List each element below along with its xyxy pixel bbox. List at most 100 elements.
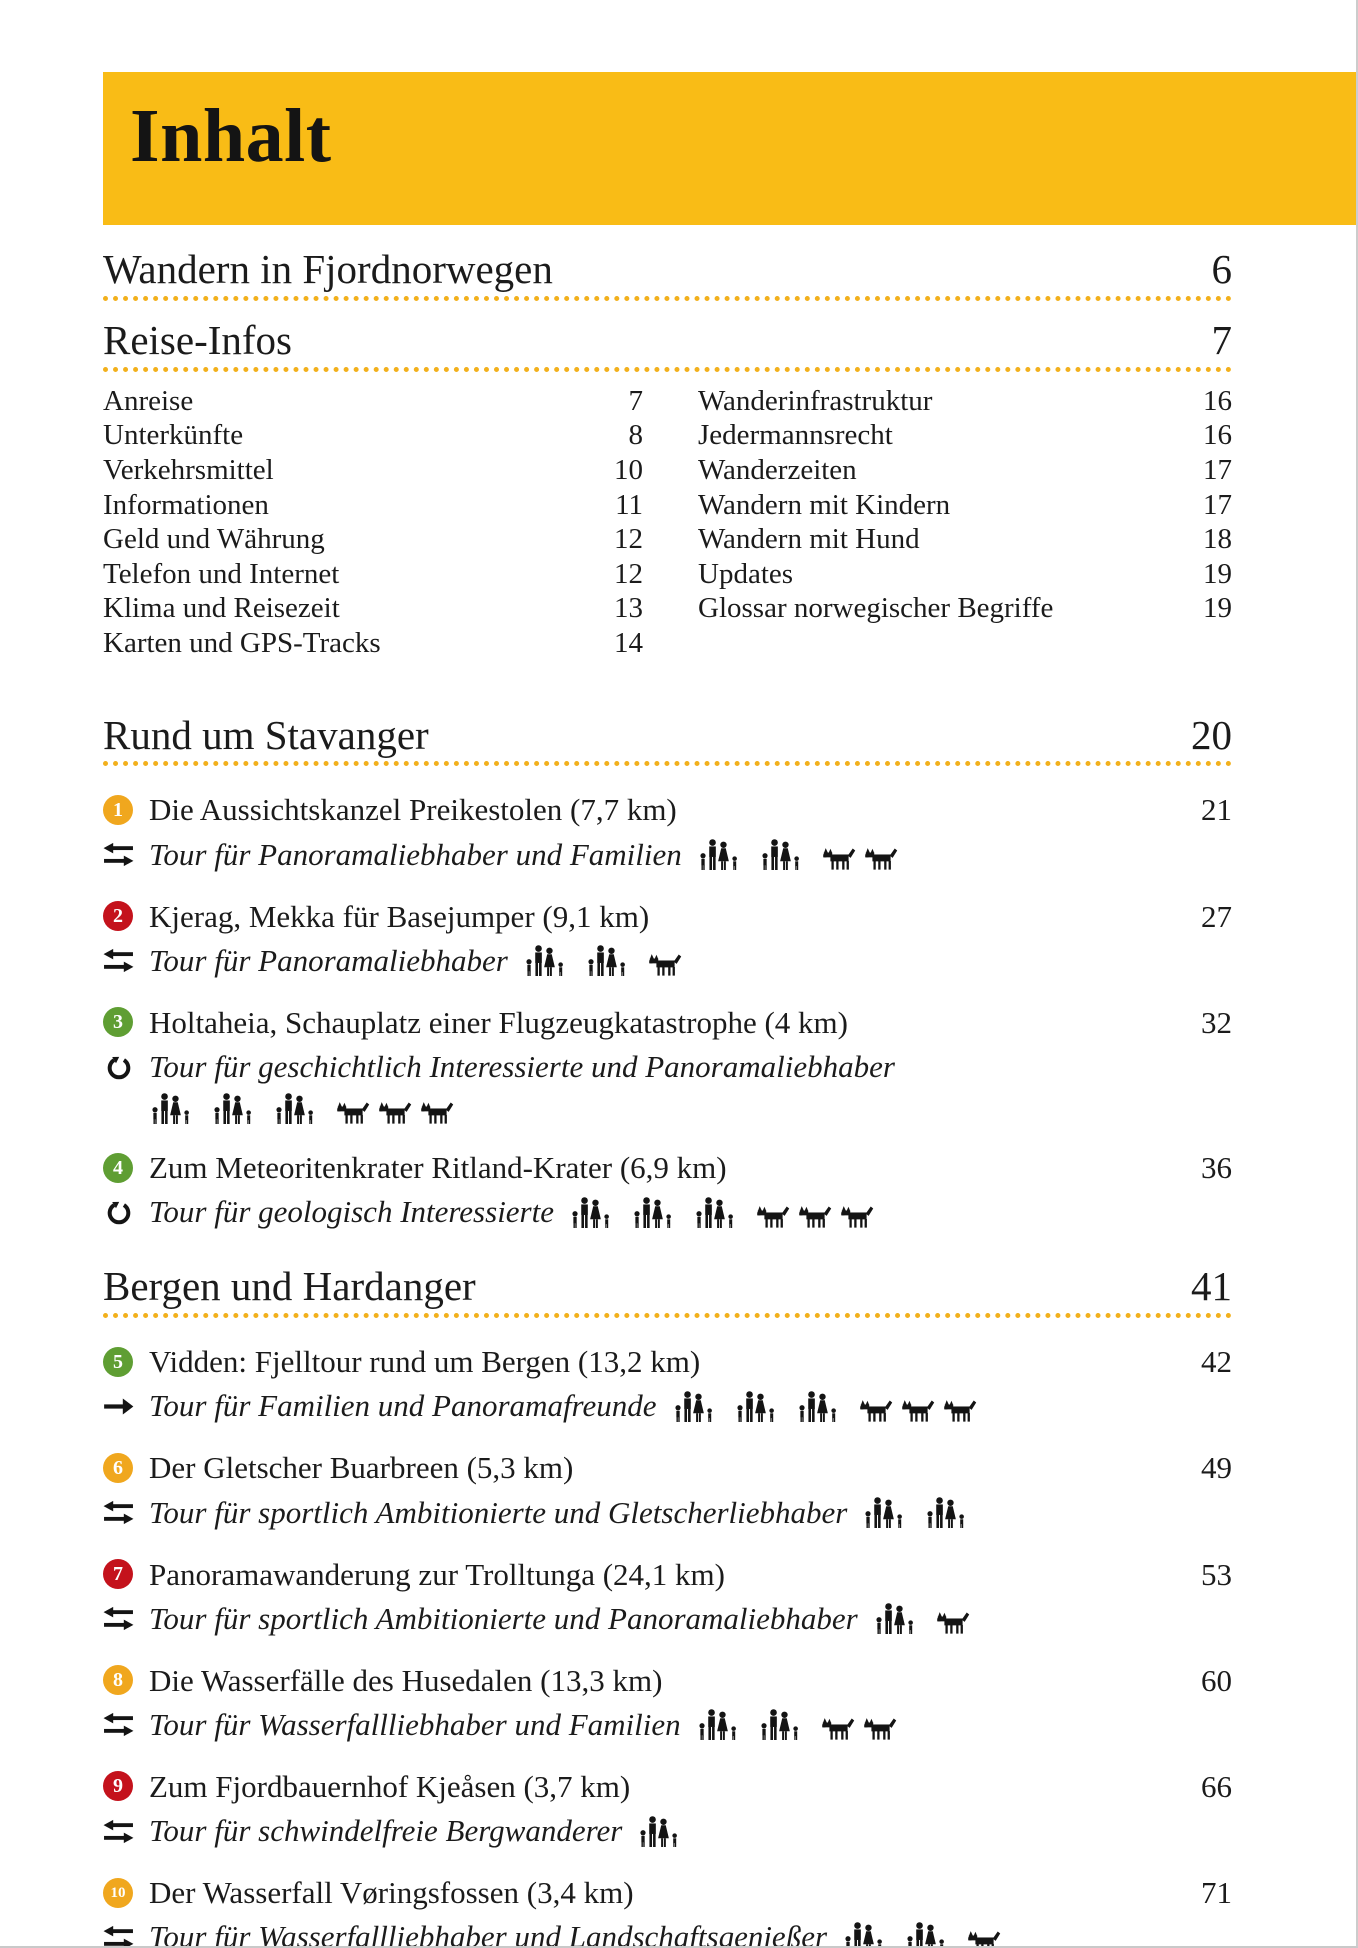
- toc-item[interactable]: Telefon und Internet 12: [103, 557, 643, 592]
- dog-icon: [865, 847, 898, 870]
- item-label: Wanderinfrastruktur: [698, 384, 933, 417]
- item-label: Updates: [698, 557, 794, 590]
- suitability-icons: [637, 1816, 685, 1847]
- tour-subtitle: Tour für Panoramaliebhaber: [149, 942, 508, 978]
- route-out-and-back-icon: [103, 1818, 134, 1845]
- tour-subtitle: Tour für sportlich Ambitionierte und Gle…: [149, 1494, 848, 1530]
- item-page-number: 18: [1203, 523, 1232, 556]
- toc-item[interactable]: Jedermannsrecht 16: [698, 418, 1232, 453]
- tour-entry-2[interactable]: 2 Kjerag, Mekka für Basejumper (9,1 km) …: [103, 898, 1232, 979]
- tour-title: Der Wasserfall Vøringsfossen (3,4 km): [149, 1875, 634, 1911]
- item-label: Klima und Reisezeit: [103, 592, 340, 625]
- toc-item[interactable]: Geld und Währung 12: [103, 522, 643, 557]
- dog-icon: [822, 1717, 855, 1740]
- suitability-icons: [697, 839, 898, 870]
- suitability-icons: [569, 1197, 874, 1228]
- tour-entry-1[interactable]: 1 Die Aussichtskanzel Preikestolen (7,7 …: [103, 791, 1232, 872]
- route-out-and-back-icon: [103, 1924, 134, 1948]
- tour-page-number: 42: [1201, 1344, 1232, 1380]
- family-icon: [696, 1709, 744, 1740]
- tour-entry-9[interactable]: 9 Zum Fjordbauernhof Kjeåsen (3,7 km) 66…: [103, 1768, 1232, 1849]
- item-page-number: 16: [1203, 384, 1232, 417]
- tour-number-badge: 4: [103, 1152, 133, 1183]
- suitability-icons: [523, 945, 682, 976]
- tour-entry-8[interactable]: 8 Die Wasserfälle des Husedalen (13,3 km…: [103, 1662, 1232, 1743]
- family-icon: [637, 1816, 685, 1847]
- page-title: Inhalt: [130, 94, 332, 178]
- toc-item[interactable]: Wanderzeiten 17: [698, 453, 1232, 488]
- tour-entry-7[interactable]: 7 Panoramawanderung zur Trolltunga (24,1…: [103, 1556, 1232, 1637]
- tour-subtitle: Tour für schwindelfreie Bergwanderer: [149, 1813, 623, 1849]
- section-heading-reise-infos[interactable]: Reise-Infos 7: [103, 317, 1232, 372]
- item-page-number: 17: [1203, 488, 1232, 521]
- item-label: Verkehrsmittel: [103, 454, 274, 486]
- dog-icon: [649, 953, 682, 976]
- route-loop-icon: [103, 1053, 134, 1081]
- toc-item[interactable]: Informationen 11: [103, 488, 643, 523]
- section-page-number: 6: [1211, 246, 1233, 292]
- section-label: Bergen und Hardanger: [103, 1263, 476, 1310]
- section-label: Wandern in Fjordnorwegen: [103, 246, 553, 292]
- tour-subtitle: Tour für sportlich Ambitionierte und Pan…: [149, 1600, 858, 1636]
- toc-item[interactable]: Karten und GPS-Tracks 14: [103, 626, 643, 661]
- tour-number-badge: 10: [103, 1877, 133, 1908]
- item-label: Wanderzeiten: [698, 454, 857, 486]
- route-out-and-back-icon: [103, 947, 134, 974]
- item-label: Telefon und Internet: [103, 557, 340, 590]
- toc-item[interactable]: Updates 19: [698, 557, 1232, 592]
- tour-title: Zum Fjordbauernhof Kjeåsen (3,7 km): [149, 1768, 631, 1804]
- item-page-number: 8: [628, 419, 644, 452]
- dog-icon: [944, 1399, 977, 1422]
- tour-entry-6[interactable]: 6 Der Gletscher Buarbreen (5,3 km) 49 To…: [103, 1449, 1232, 1530]
- tour-page-number: 66: [1201, 1768, 1232, 1804]
- tour-entry-4[interactable]: 4 Zum Meteoritenkrater Ritland-Krater (6…: [103, 1149, 1232, 1230]
- table-of-contents: Wandern in Fjordnorwegen 6 Reise-Infos 7…: [103, 246, 1233, 1948]
- tour-subtitle: Tour für Familien und Panoramafreunde: [149, 1388, 657, 1424]
- toc-item[interactable]: Klima und Reisezeit 13: [103, 591, 643, 626]
- toc-item[interactable]: Wandern mit Hund 18: [698, 522, 1232, 557]
- tour-entry-10[interactable]: 10 Der Wasserfall Vøringsfossen (3,4 km)…: [103, 1874, 1232, 1948]
- family-icon: [924, 1497, 972, 1528]
- item-label: Anreise: [103, 384, 194, 417]
- tour-subtitle: Tour für geologisch Interessierte: [149, 1194, 554, 1230]
- section-heading-wandern[interactable]: Wandern in Fjordnorwegen 6: [103, 246, 1233, 301]
- suitability-icons: [873, 1603, 970, 1634]
- tour-page-number: 71: [1201, 1875, 1232, 1911]
- section-heading-bergen[interactable]: Bergen und Hardanger 41: [103, 1263, 1232, 1319]
- tour-number-badge: 6: [103, 1452, 133, 1483]
- tour-number-badge: 2: [103, 901, 133, 932]
- item-page-number: 12: [614, 523, 643, 556]
- family-icon: [862, 1497, 910, 1528]
- item-page-number: 11: [615, 488, 643, 521]
- toc-item[interactable]: Verkehrsmittel 10: [103, 453, 643, 488]
- toc-item[interactable]: Wanderinfrastruktur 16: [698, 384, 1232, 419]
- toc-item[interactable]: Glossar norwegischer Begriffe 19: [698, 591, 1232, 626]
- toc-item[interactable]: Anreise 7: [103, 384, 643, 419]
- tour-entry-5[interactable]: 5 Vidden: Fjelltour rund um Bergen (13,2…: [103, 1343, 1232, 1424]
- family-icon: [734, 1391, 782, 1422]
- section-page-number: 41: [1191, 1263, 1232, 1310]
- item-page-number: 13: [614, 592, 643, 625]
- route-one-way-icon: [103, 1395, 134, 1418]
- tour-entry-3[interactable]: 3 Holtaheia, Schauplatz einer Flugzeugka…: [103, 1004, 1232, 1124]
- item-label: Wandern mit Hund: [698, 523, 920, 556]
- family-icon: [796, 1391, 844, 1422]
- item-page-number: 7: [628, 384, 644, 417]
- toc-item[interactable]: Wandern mit Kindern 17: [698, 488, 1232, 523]
- tour-title: Der Gletscher Buarbreen (5,3 km): [149, 1450, 574, 1486]
- tour-number-badge: 3: [103, 1007, 133, 1038]
- family-icon: [842, 1922, 890, 1948]
- tour-subtitle: Tour für Wasserfallliebhaber und Familie…: [149, 1706, 681, 1742]
- tour-number-badge: 8: [103, 1665, 133, 1696]
- tour-subtitle: Tour für Wasserfallliebhaber und Landsch…: [149, 1919, 828, 1948]
- tour-number-badge: 9: [103, 1771, 133, 1802]
- tour-number-badge: 5: [103, 1346, 133, 1377]
- dog-icon: [421, 1101, 454, 1124]
- tour-page-number: 60: [1201, 1662, 1232, 1698]
- suitability-icons: [672, 1391, 977, 1422]
- tour-page-number: 49: [1201, 1450, 1232, 1486]
- item-label: Geld und Währung: [103, 523, 325, 556]
- toc-item[interactable]: Unterkünfte 8: [103, 418, 643, 453]
- section-heading-stavanger[interactable]: Rund um Stavanger 20: [103, 712, 1232, 767]
